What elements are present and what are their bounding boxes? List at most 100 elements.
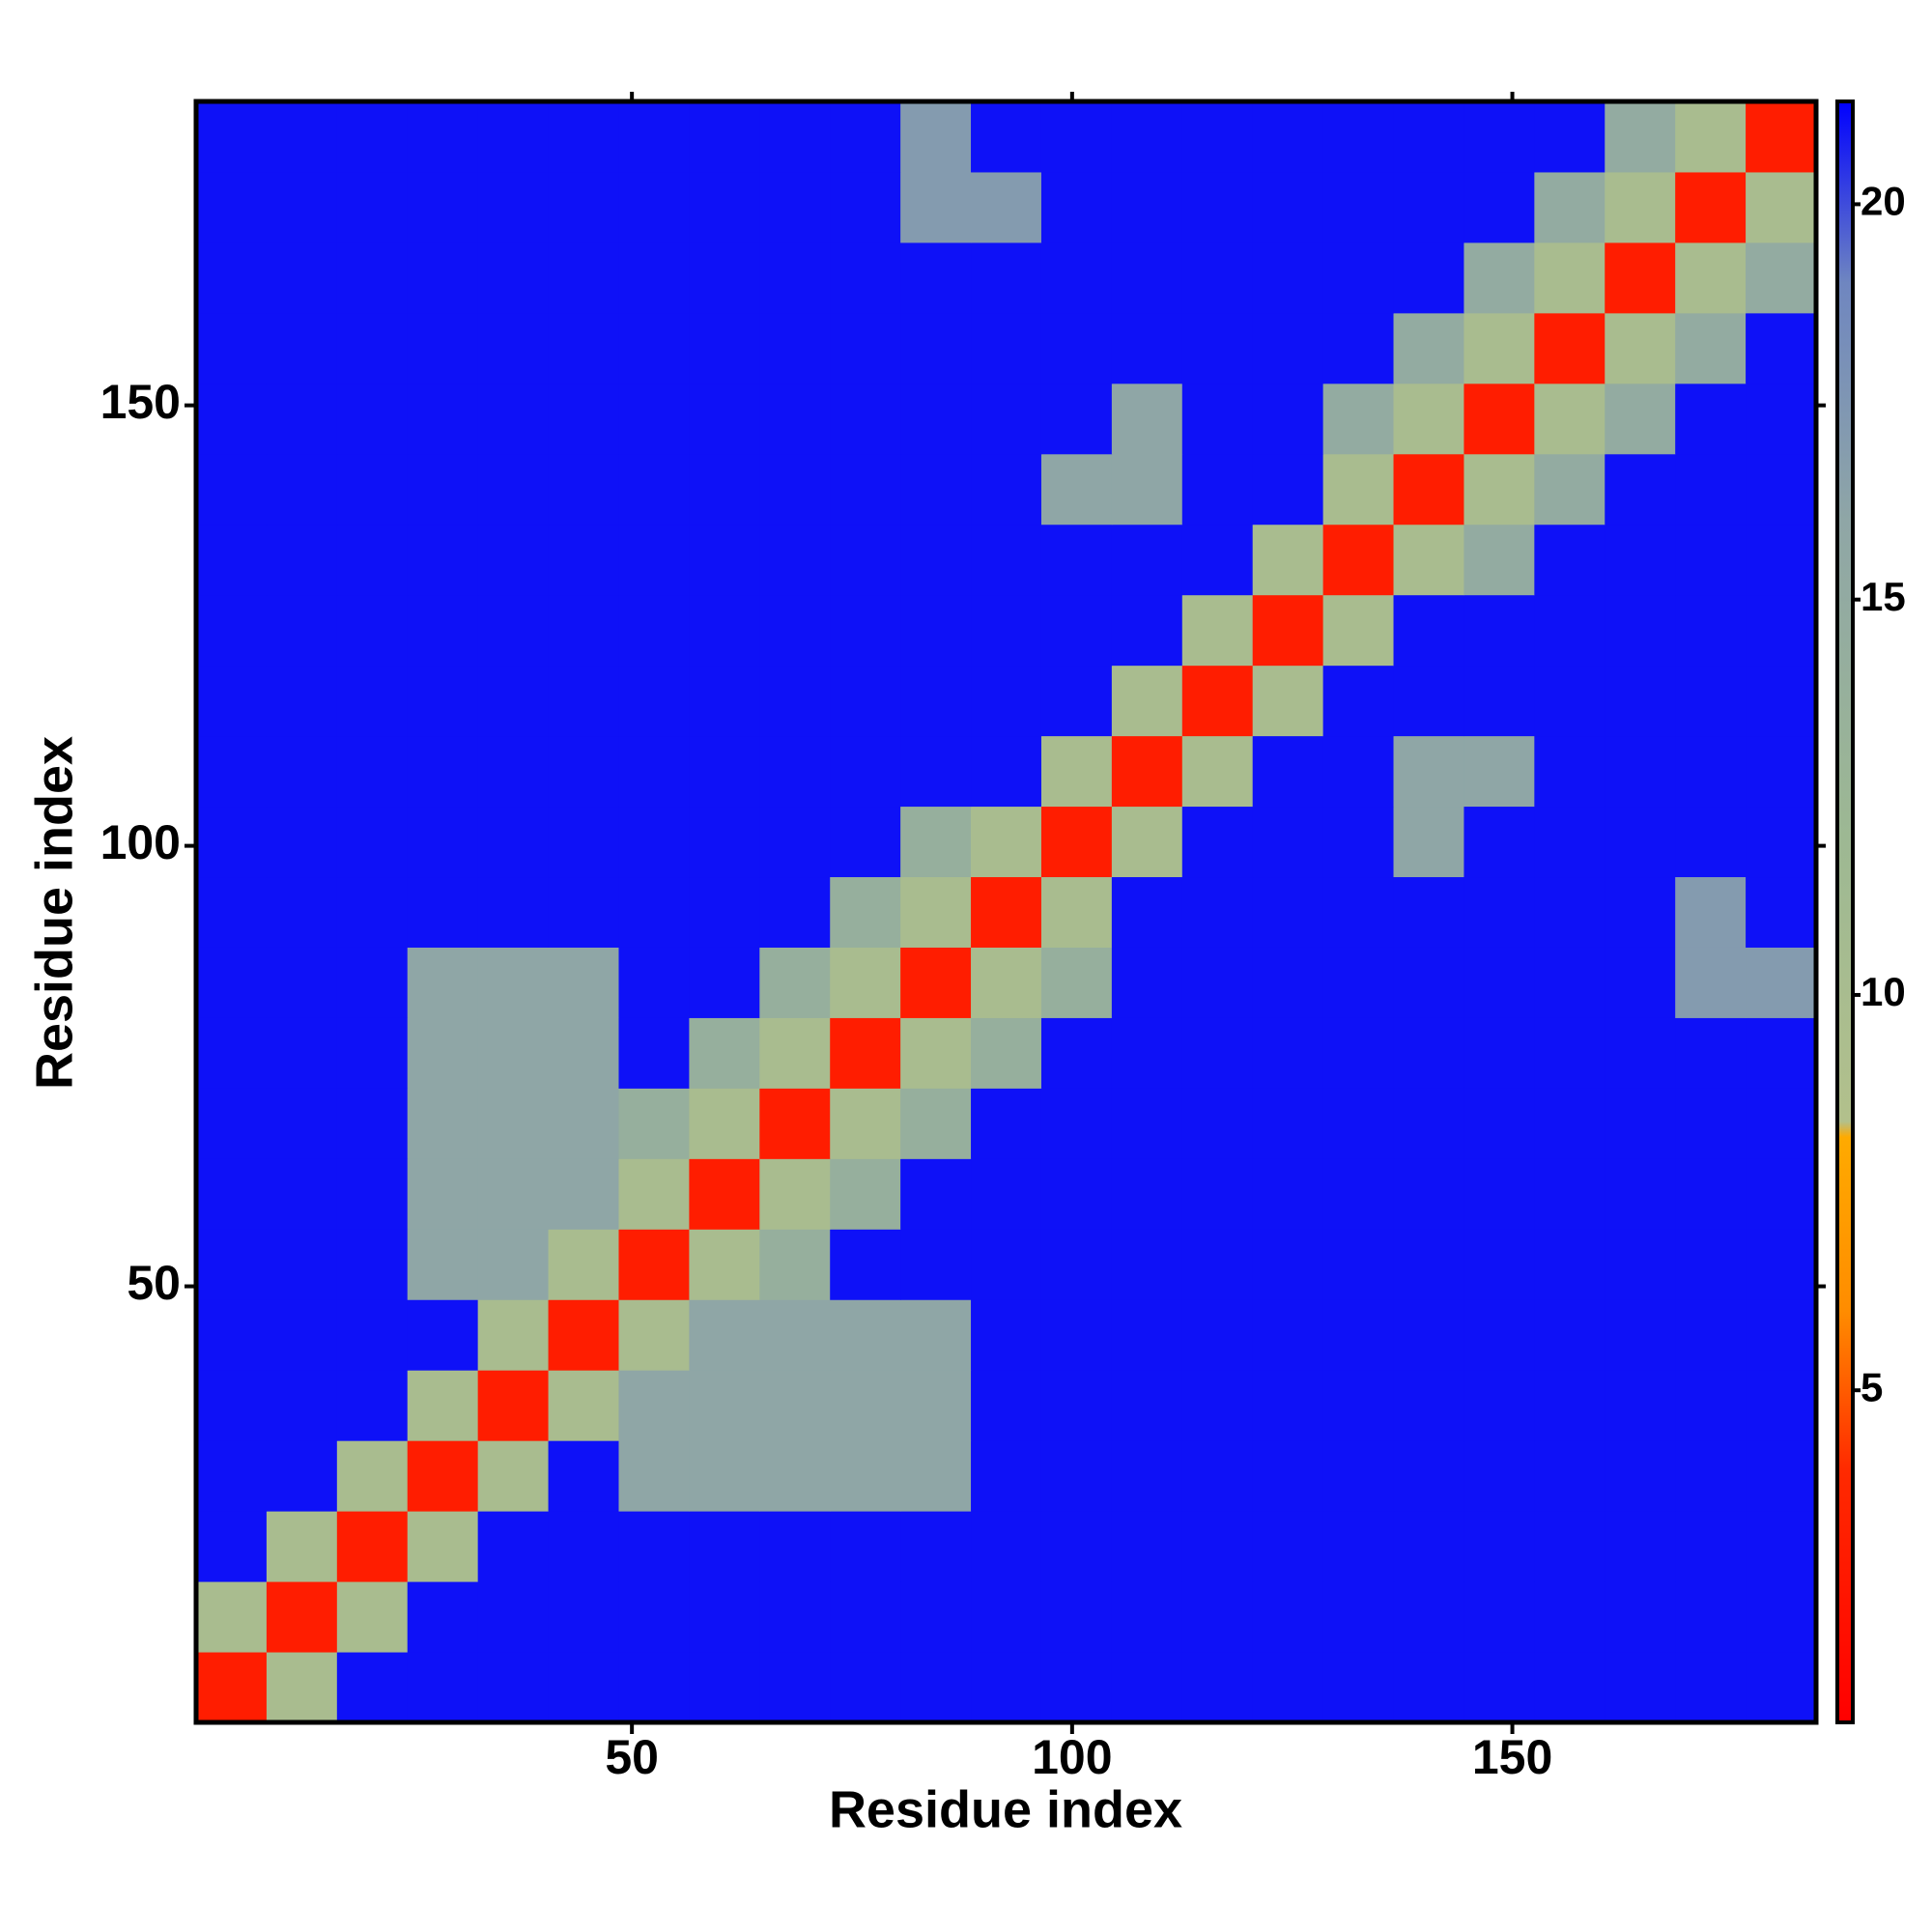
heatmap-cell bbox=[1181, 1440, 1254, 1512]
heatmap-cell bbox=[196, 806, 268, 878]
heatmap-cell bbox=[1463, 1652, 1535, 1723]
heatmap-cell bbox=[1463, 806, 1535, 878]
heatmap-cell bbox=[1746, 1370, 1817, 1441]
heatmap-cell bbox=[1181, 101, 1254, 173]
heatmap-cell bbox=[1181, 453, 1254, 526]
heatmap-cell bbox=[971, 1511, 1042, 1582]
heatmap-cell bbox=[1675, 947, 1747, 1018]
heatmap-cell bbox=[1605, 1017, 1676, 1089]
heatmap-cell bbox=[900, 524, 972, 596]
heatmap-cell bbox=[336, 171, 409, 243]
heatmap-cell bbox=[266, 1017, 338, 1089]
heatmap-cell bbox=[1463, 1581, 1535, 1653]
heatmap-cell bbox=[1111, 735, 1183, 808]
heatmap-cell bbox=[971, 524, 1042, 596]
heatmap-cell bbox=[900, 171, 972, 243]
heatmap-cell bbox=[1534, 947, 1605, 1018]
heatmap-cell bbox=[477, 665, 550, 737]
heatmap-cell bbox=[1252, 101, 1324, 173]
heatmap-cell bbox=[1040, 312, 1113, 384]
heatmap-cell bbox=[407, 1158, 479, 1230]
heatmap-cell bbox=[1746, 1652, 1817, 1723]
heatmap-cell bbox=[548, 1017, 619, 1089]
heatmap-cell bbox=[971, 1440, 1042, 1512]
heatmap-cell bbox=[266, 876, 338, 948]
heatmap-cell bbox=[266, 524, 338, 596]
heatmap-cell bbox=[1111, 1652, 1183, 1723]
heatmap-cell bbox=[1322, 1370, 1395, 1441]
heatmap-cell bbox=[477, 383, 550, 455]
heatmap-cell bbox=[1675, 1158, 1747, 1230]
heatmap-cell bbox=[407, 1088, 479, 1159]
heatmap-cell bbox=[1746, 453, 1817, 526]
heatmap-cell bbox=[1393, 524, 1464, 596]
heatmap-cell bbox=[1463, 1370, 1535, 1441]
heatmap-cell bbox=[900, 242, 972, 314]
heatmap-cell bbox=[407, 1511, 479, 1582]
heatmap-cell bbox=[1534, 1652, 1605, 1723]
heatmap-cell bbox=[689, 242, 760, 314]
heatmap-cell bbox=[1040, 171, 1113, 243]
heatmap-cell bbox=[618, 1511, 690, 1582]
heatmap-cell bbox=[689, 383, 760, 455]
heatmap-cell bbox=[477, 594, 550, 667]
heatmap-cell bbox=[1605, 1299, 1676, 1371]
heatmap-cell bbox=[266, 1440, 338, 1512]
heatmap-cell bbox=[1746, 1511, 1817, 1582]
heatmap-cell bbox=[759, 806, 831, 878]
heatmap-cell bbox=[1111, 1229, 1183, 1300]
heatmap-cell bbox=[336, 594, 409, 667]
heatmap-cell bbox=[1463, 876, 1535, 948]
heatmap-cell bbox=[900, 383, 972, 455]
heatmap-cell bbox=[618, 1229, 690, 1300]
heatmap-cell bbox=[1040, 453, 1113, 526]
heatmap-cell bbox=[1534, 524, 1605, 596]
x-tick-label: 100 bbox=[1032, 1730, 1112, 1784]
heatmap-cell bbox=[689, 171, 760, 243]
heatmap-cell bbox=[1463, 1440, 1535, 1512]
heatmap-cell bbox=[1252, 1370, 1324, 1441]
heatmap-cell bbox=[1463, 665, 1535, 737]
heatmap-cell bbox=[1322, 1017, 1395, 1089]
heatmap-cell bbox=[1393, 453, 1464, 526]
heatmap-cell bbox=[266, 171, 338, 243]
heatmap-cell bbox=[1605, 665, 1676, 737]
heatmap-cell bbox=[1746, 806, 1817, 878]
heatmap-cell bbox=[830, 1017, 901, 1089]
heatmap-cell bbox=[618, 524, 690, 596]
heatmap-cell bbox=[618, 594, 690, 667]
heatmap-cell bbox=[1675, 242, 1747, 314]
y-tick-label: 100 bbox=[100, 815, 181, 869]
heatmap-cell bbox=[1393, 876, 1464, 948]
x-tick-label: 50 bbox=[605, 1730, 659, 1784]
heatmap-cell bbox=[618, 1299, 690, 1371]
heatmap-cell bbox=[1040, 242, 1113, 314]
heatmap-cell bbox=[1675, 171, 1747, 243]
y-axis-title: Residue index bbox=[25, 736, 83, 1090]
heatmap-cell bbox=[336, 1088, 409, 1159]
heatmap-cell bbox=[1040, 1440, 1113, 1512]
heatmap-cell bbox=[336, 1440, 409, 1512]
heatmap-cell bbox=[266, 735, 338, 808]
heatmap-cell bbox=[830, 383, 901, 455]
heatmap-cell bbox=[971, 312, 1042, 384]
heatmap-cell bbox=[1463, 1511, 1535, 1582]
heatmap-cell bbox=[336, 665, 409, 737]
heatmap-cell bbox=[1534, 1370, 1605, 1441]
heatmap-cell bbox=[971, 665, 1042, 737]
heatmap-cell bbox=[1111, 1299, 1183, 1371]
heatmap-cell bbox=[1393, 101, 1464, 173]
heatmap-cell bbox=[407, 1017, 479, 1089]
heatmap-cell bbox=[1534, 1229, 1605, 1300]
heatmap-cell bbox=[1040, 1017, 1113, 1089]
heatmap-cell bbox=[618, 1158, 690, 1230]
heatmap-cell bbox=[1605, 1581, 1676, 1653]
heatmap-cell bbox=[900, 1158, 972, 1230]
heatmap-cell bbox=[618, 453, 690, 526]
heatmap-cell bbox=[336, 947, 409, 1018]
heatmap-cell bbox=[196, 171, 268, 243]
heatmap-cell bbox=[407, 101, 479, 173]
heatmap-cell bbox=[336, 453, 409, 526]
heatmap-cell bbox=[1605, 947, 1676, 1018]
colorbar-tick-label: 10 bbox=[1861, 969, 1906, 1014]
